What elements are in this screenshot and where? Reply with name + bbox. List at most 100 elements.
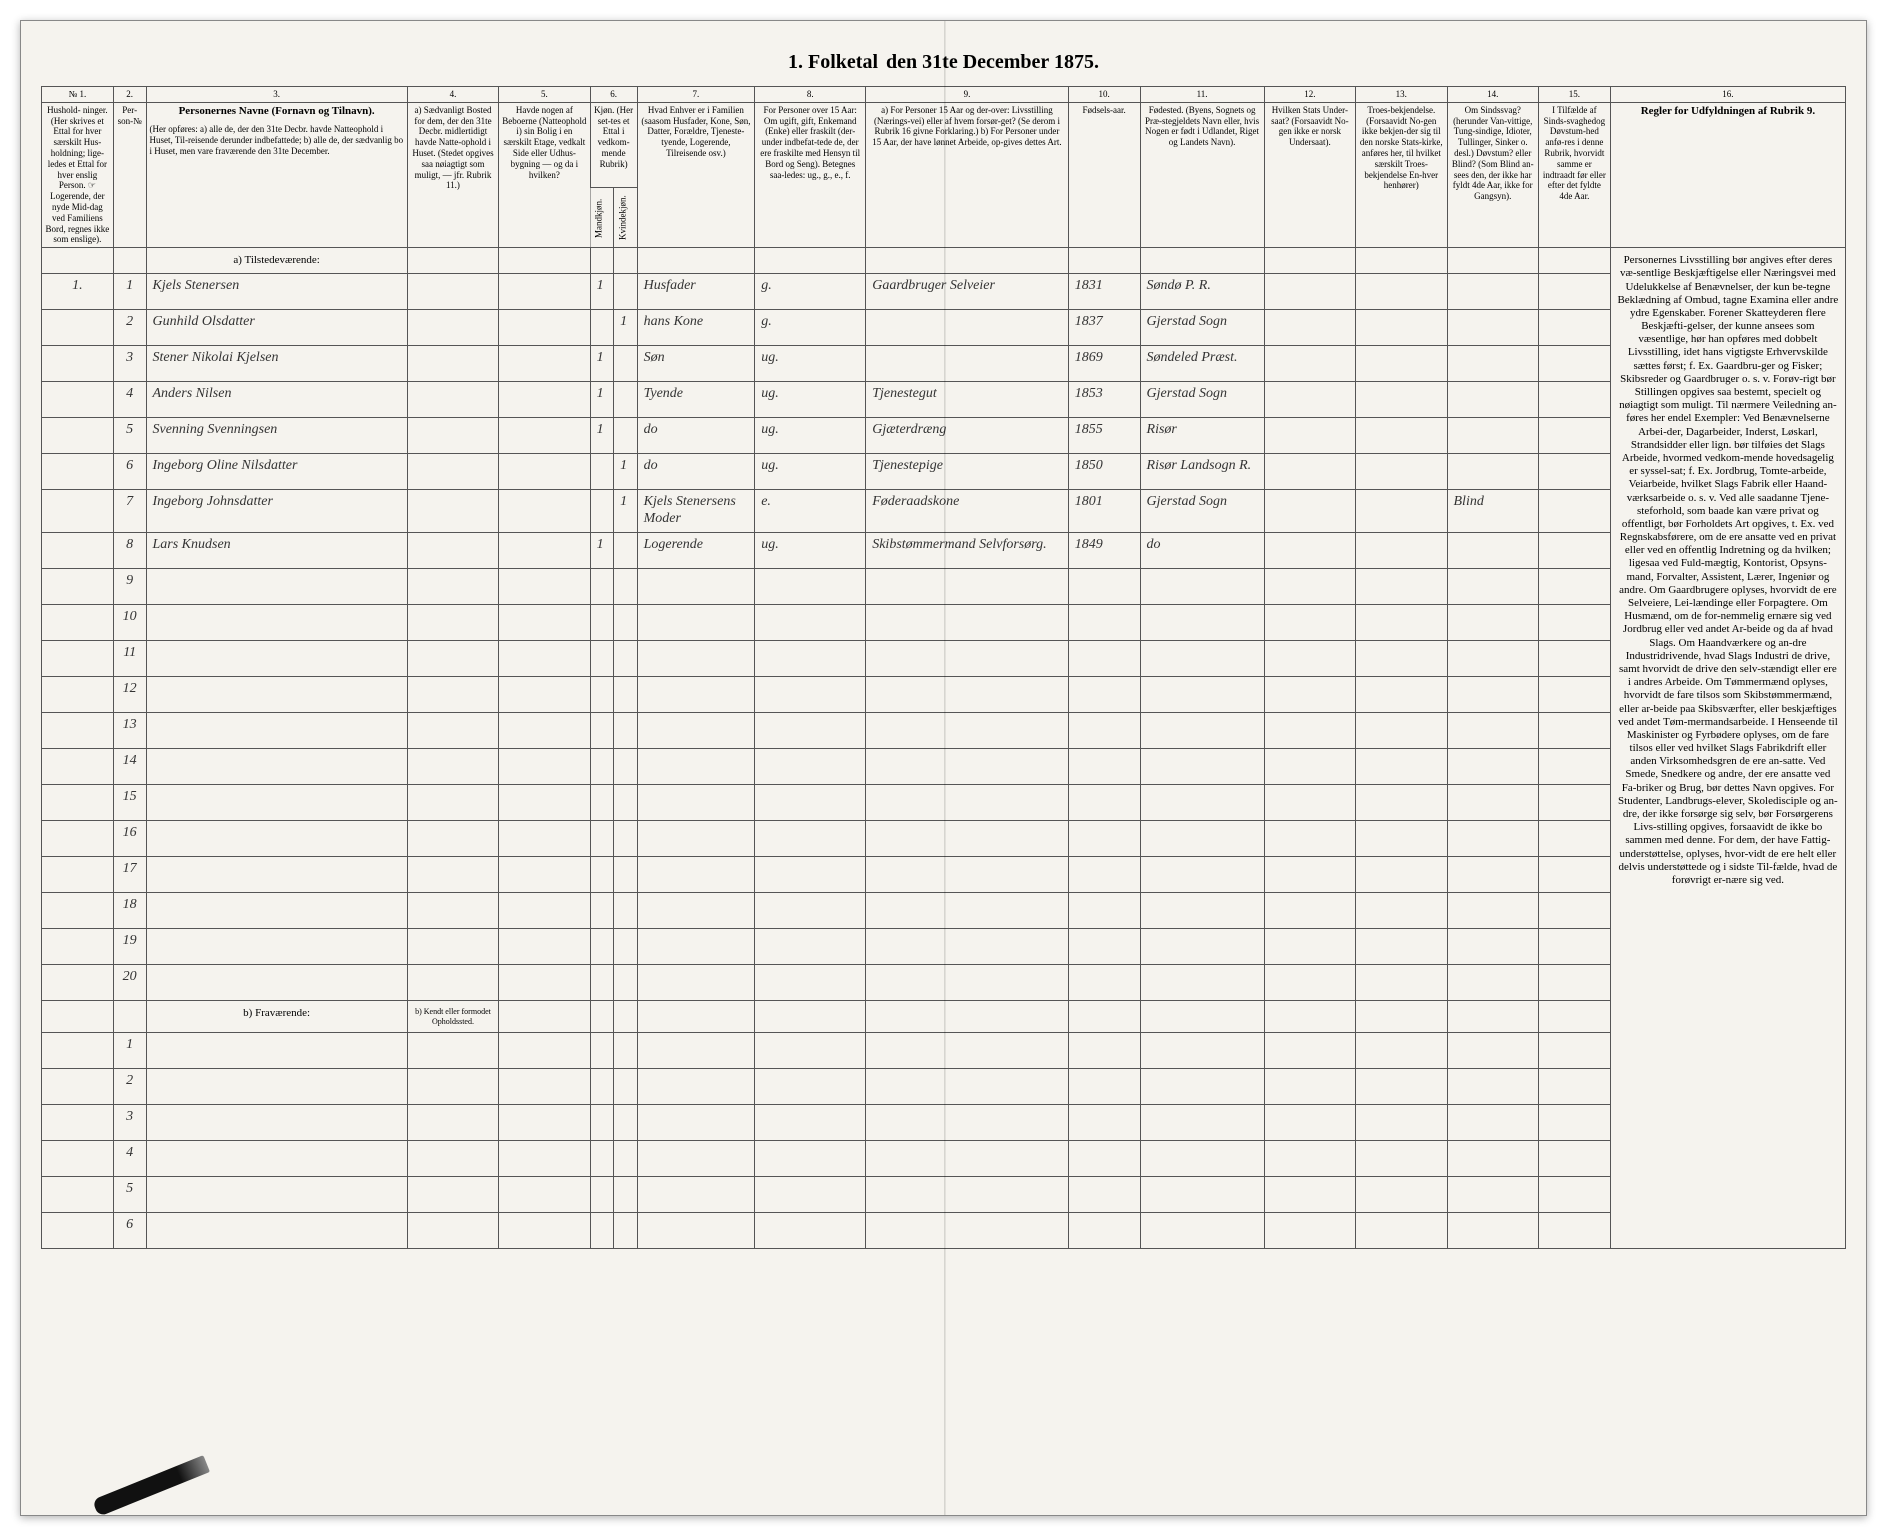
cell (499, 604, 590, 640)
cell (866, 1177, 1068, 1213)
colnum-11: 11. (1140, 87, 1264, 103)
cell (637, 1105, 755, 1141)
colnum-2: 2. (113, 87, 146, 103)
cell (590, 1000, 614, 1032)
hdr-10: Fødsels-aar. (1068, 102, 1140, 247)
cell (1068, 856, 1140, 892)
cell: 12 (113, 676, 146, 712)
cell (499, 310, 590, 346)
cell (1068, 748, 1140, 784)
cell (1140, 928, 1264, 964)
hdr-6b: Kvindekjøn. (614, 188, 638, 248)
cell: Tjenestepige (866, 454, 1068, 490)
cell (42, 604, 114, 640)
cell (637, 1141, 755, 1177)
cell (407, 820, 498, 856)
cell (407, 676, 498, 712)
cell (42, 964, 114, 1000)
cell (590, 784, 614, 820)
cell (407, 532, 498, 568)
cell (146, 1213, 407, 1249)
cell (866, 1213, 1068, 1249)
cell (1356, 418, 1447, 454)
cell (1068, 712, 1140, 748)
cell (1447, 568, 1538, 604)
cell (1068, 892, 1140, 928)
cell (146, 964, 407, 1000)
cell (1140, 784, 1264, 820)
cell: g. (755, 310, 866, 346)
cell: 3 (113, 346, 146, 382)
cell: 1853 (1068, 382, 1140, 418)
cell (1356, 928, 1447, 964)
cell (1538, 676, 1610, 712)
cell (1538, 568, 1610, 604)
cell (499, 676, 590, 712)
cell (1538, 346, 1610, 382)
cell (866, 604, 1068, 640)
cell: Logerende (637, 532, 755, 568)
colnum-16: 16. (1610, 87, 1845, 103)
cell (407, 1213, 498, 1249)
cell (1538, 856, 1610, 892)
hdr-3: Personernes Navne (Fornavn og Tilnavn). … (146, 102, 407, 247)
cell (614, 964, 638, 1000)
cell (146, 1069, 407, 1105)
cell (1264, 928, 1355, 964)
cell (42, 454, 114, 490)
cell (146, 1141, 407, 1177)
cell (1447, 856, 1538, 892)
cell (614, 346, 638, 382)
cell (1538, 784, 1610, 820)
cell (1356, 820, 1447, 856)
cell (866, 748, 1068, 784)
cell (1068, 964, 1140, 1000)
cell: 4 (113, 382, 146, 418)
cell (1264, 346, 1355, 382)
colnum-14: 14. (1447, 87, 1538, 103)
hdr-7: Hvad Enhver er i Familien (saasom Husfad… (637, 102, 755, 247)
cell (614, 748, 638, 784)
cell (42, 820, 114, 856)
cell (407, 892, 498, 928)
cell (590, 1033, 614, 1069)
cell (42, 1069, 114, 1105)
cell (146, 1033, 407, 1069)
cell (1538, 604, 1610, 640)
cell (755, 1033, 866, 1069)
cell (1538, 640, 1610, 676)
cell (1140, 748, 1264, 784)
cell (499, 1033, 590, 1069)
cell (407, 346, 498, 382)
cell (1068, 1213, 1140, 1249)
cell (1538, 310, 1610, 346)
cell (42, 1141, 114, 1177)
cell (499, 964, 590, 1000)
cell (1538, 1033, 1610, 1069)
cell: 1. (42, 274, 114, 310)
cell (866, 1069, 1068, 1105)
cell: 1849 (1068, 532, 1140, 568)
cell (1356, 712, 1447, 748)
cell (866, 856, 1068, 892)
cell (42, 712, 114, 748)
cell (1264, 748, 1355, 784)
cell (1068, 928, 1140, 964)
cell (590, 1069, 614, 1105)
cell (755, 604, 866, 640)
cell (1356, 748, 1447, 784)
cell (637, 928, 755, 964)
cell (637, 1069, 755, 1105)
colnum-6: 6. (590, 87, 637, 103)
cell (590, 1213, 614, 1249)
cell (42, 892, 114, 928)
cell: 5 (113, 418, 146, 454)
cell (42, 1105, 114, 1141)
hdr-16: Regler for Udfyldningen af Rubrik 9. (1610, 102, 1845, 247)
cell (866, 784, 1068, 820)
cell (1356, 568, 1447, 604)
cell (499, 274, 590, 310)
cell: do (637, 418, 755, 454)
cell (407, 712, 498, 748)
cell (1068, 1000, 1140, 1032)
